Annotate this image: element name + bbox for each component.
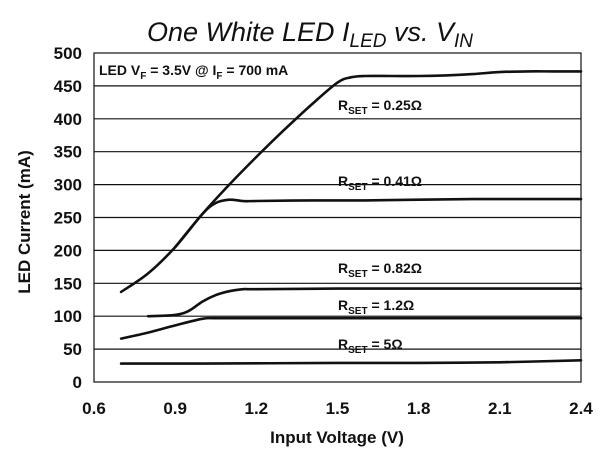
plot-frame xyxy=(93,52,582,383)
x-tick-label: 0.9 xyxy=(163,399,187,418)
plot-area xyxy=(93,52,583,383)
x-tick-label: 2.4 xyxy=(569,399,593,418)
series-label-rset-1.2: RSET = 1.2Ω xyxy=(338,297,414,317)
series-line-3 xyxy=(119,316,583,340)
y-tick-label: 250 xyxy=(54,209,82,228)
series-label-rset-0.41: RSET = 0.41Ω xyxy=(338,173,422,193)
y-tick-label: 450 xyxy=(54,77,82,96)
x-axis-label: Input Voltage (V) xyxy=(270,428,404,447)
x-tick-label: 1.5 xyxy=(326,399,350,418)
series-label-rset-0.82: RSET = 0.82Ω xyxy=(338,260,422,280)
x-tick-label: 2.1 xyxy=(488,399,512,418)
y-axis-ticks: 0 50 100 150 200 250 300 350 400 450 500 xyxy=(54,44,82,392)
x-tick-label: 1.2 xyxy=(245,399,269,418)
series-label-rset-0.25: RSET = 0.25Ω xyxy=(338,97,422,117)
y-tick-label: 400 xyxy=(54,110,82,129)
series-lines xyxy=(119,70,583,365)
x-axis-ticks: 0.6 0.9 1.2 1.5 1.8 2.1 2.4 xyxy=(82,399,593,418)
y-tick-label: 500 xyxy=(54,44,82,63)
series-line-1 xyxy=(173,197,583,249)
x-tick-label: 1.8 xyxy=(407,399,431,418)
y-tick-label: 300 xyxy=(54,176,82,195)
series-label-rset-5: RSET = 5Ω xyxy=(338,336,403,356)
series-line-2 xyxy=(146,287,583,318)
led-condition-note: LED VF = 3.5V @ IF = 700 mA xyxy=(99,62,288,82)
y-tick-label: 50 xyxy=(63,340,82,359)
y-tick-label: 200 xyxy=(54,241,82,260)
x-tick-label: 0.6 xyxy=(82,399,106,418)
y-tick-label: 0 xyxy=(73,373,82,392)
y-tick-label: 150 xyxy=(54,274,82,293)
chart-title: One White LED ILED vs. VIN xyxy=(147,17,473,52)
series-line-4 xyxy=(119,359,583,365)
y-axis-label: LED Current (mA) xyxy=(15,150,34,294)
y-tick-label: 100 xyxy=(54,307,82,326)
y-tick-label: 350 xyxy=(54,143,82,162)
